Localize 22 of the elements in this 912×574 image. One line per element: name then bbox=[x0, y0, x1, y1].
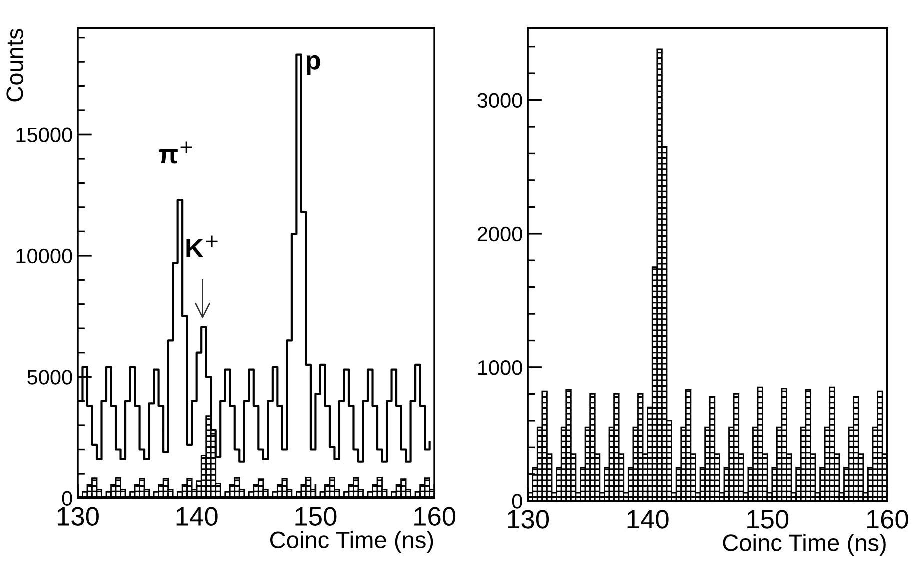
y-axis-title: Counts bbox=[6, 28, 24, 102]
x-tick-label: 130 bbox=[58, 507, 99, 526]
annotation: p bbox=[307, 55, 320, 76]
x-tick-label: 160 bbox=[414, 507, 456, 526]
y-tick-label: 0 bbox=[512, 494, 522, 509]
y-tick-label: 1000 bbox=[478, 360, 522, 376]
y-tick-label: 0 bbox=[62, 491, 72, 506]
x-tick-label: 140 bbox=[628, 510, 669, 529]
annotation: π$^{+}$ bbox=[158, 142, 192, 164]
y-tick-label: 10000 bbox=[16, 248, 72, 264]
x-tick-label: 160 bbox=[867, 510, 908, 529]
x-tick-label: 130 bbox=[508, 510, 550, 529]
x-axis-title: Coinc Time (ns) bbox=[270, 531, 434, 554]
y-tick-label: 5000 bbox=[28, 370, 72, 385]
x-tick-label: 140 bbox=[176, 507, 218, 526]
y-tick-label: 3000 bbox=[478, 93, 522, 108]
x-axis-title: Coinc Time (ns) bbox=[723, 534, 886, 556]
y-tick-label: 15000 bbox=[16, 128, 72, 142]
y-tick-label: 2000 bbox=[478, 226, 522, 242]
x-tick-label: 150 bbox=[296, 507, 337, 526]
annotation: K$^{+}$ bbox=[186, 236, 218, 258]
x-tick-label: 150 bbox=[748, 510, 789, 529]
